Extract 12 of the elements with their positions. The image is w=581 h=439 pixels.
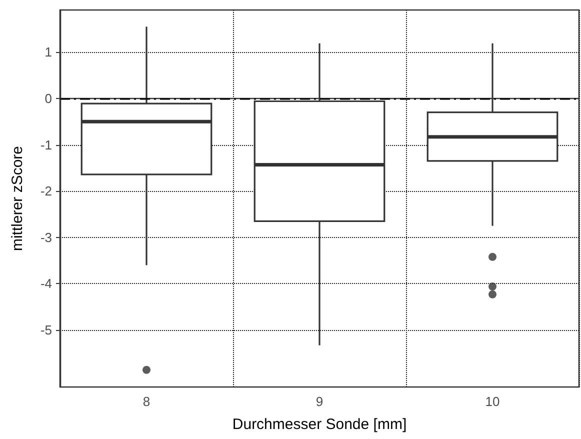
x-tick-label: 10 (485, 394, 500, 409)
y-tick-label: -2 (40, 184, 52, 199)
y-tick-label: -4 (40, 276, 52, 292)
y-tick-label: 1 (44, 44, 52, 60)
y-tick-label: -1 (40, 137, 52, 152)
x-tick-label: 8 (142, 394, 150, 409)
y-tick-label: -3 (40, 230, 52, 245)
x-tick-label: 9 (316, 394, 324, 409)
x-axis-title: Durchmesser Sonde [mm] (232, 416, 407, 433)
y-axis-title: mittlerer zScore (9, 146, 26, 252)
y-tick-label: 0 (44, 90, 52, 106)
y-tick-label: -5 (40, 322, 52, 338)
